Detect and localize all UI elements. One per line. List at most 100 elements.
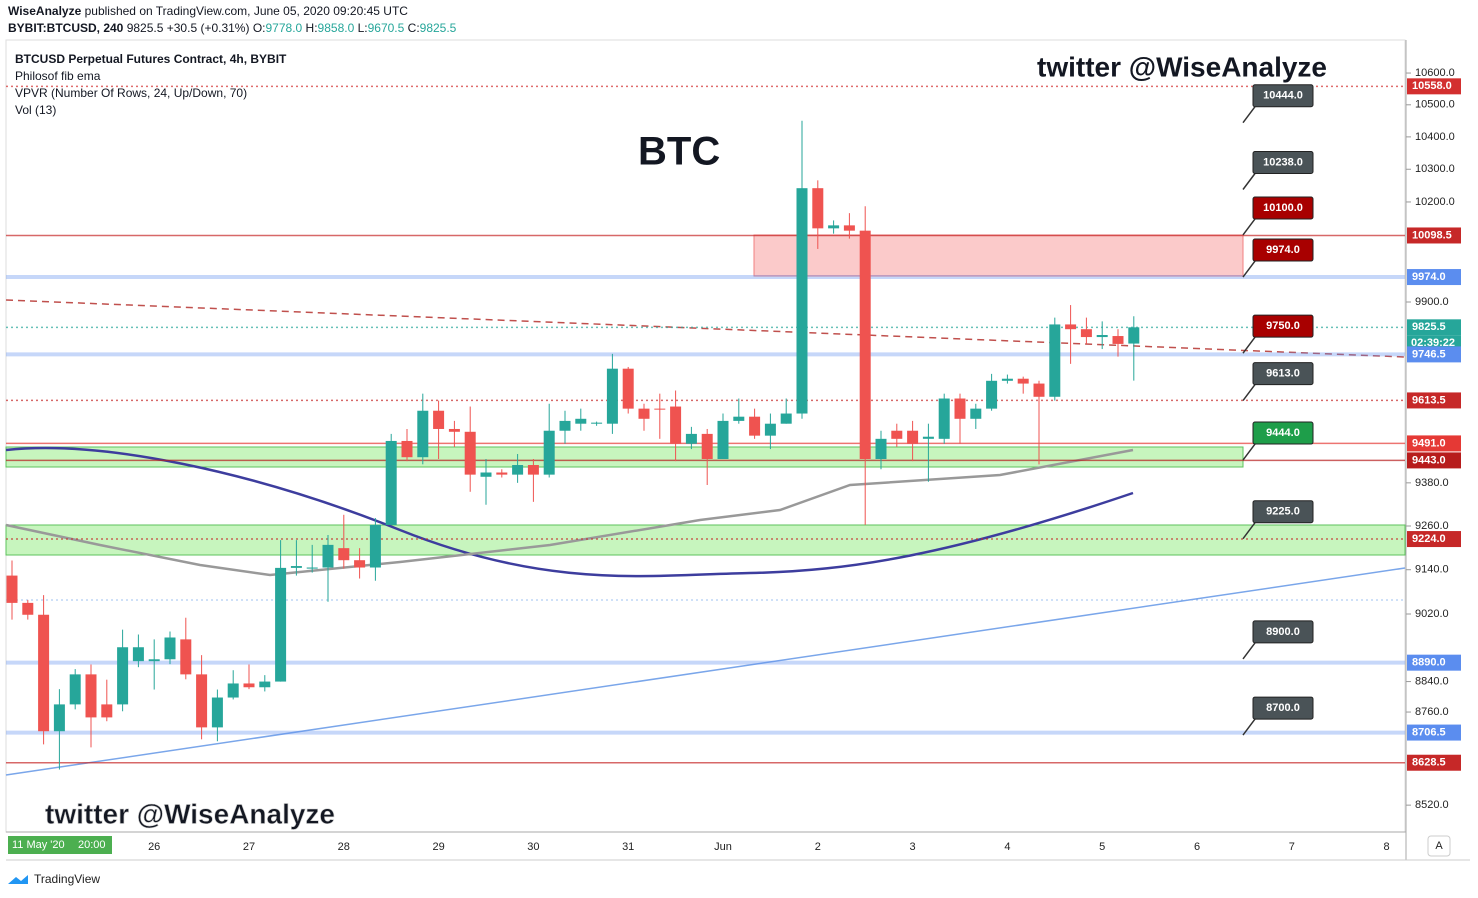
candle-body bbox=[243, 683, 255, 688]
callout-box bbox=[1252, 696, 1314, 720]
symbol-line: BYBIT:BTCUSD, 240 9825.5 +30.5 (+0.31%) … bbox=[8, 21, 457, 35]
y-tick-label: 10500.0 bbox=[1415, 99, 1455, 111]
candle-body bbox=[1065, 324, 1077, 330]
footer-brand: TradingView bbox=[34, 872, 100, 886]
callout-label: 9225.0 bbox=[1266, 506, 1300, 518]
header-line: WiseAnalyze published on TradingView.com… bbox=[8, 4, 408, 18]
auto-scale-button[interactable] bbox=[1427, 835, 1451, 857]
x-tick-label: 28 bbox=[338, 841, 350, 853]
candle-body bbox=[622, 368, 634, 409]
price-label: 10098.5 bbox=[1412, 229, 1452, 241]
y-tick-label: 10200.0 bbox=[1415, 196, 1455, 208]
y-tick-label: 9380.0 bbox=[1415, 477, 1449, 489]
callout-pointer bbox=[1242, 718, 1256, 736]
callout-pointer bbox=[1242, 384, 1256, 402]
candle-body bbox=[986, 380, 998, 409]
candle-body bbox=[338, 548, 350, 561]
callout-label: 8900.0 bbox=[1266, 626, 1300, 638]
price-label: 9613.5 bbox=[1412, 394, 1446, 406]
candle-body bbox=[1017, 378, 1029, 384]
candle-body bbox=[69, 674, 81, 705]
price-label: 9443.0 bbox=[1412, 454, 1446, 466]
callout-label: 10444.0 bbox=[1263, 90, 1303, 102]
callout-box bbox=[1252, 620, 1314, 644]
l-label: L: bbox=[358, 21, 368, 35]
callout-box bbox=[1252, 362, 1314, 386]
author: WiseAnalyze bbox=[8, 4, 82, 18]
candle-body bbox=[638, 408, 650, 419]
candle-body bbox=[1128, 327, 1140, 344]
candle-body bbox=[843, 225, 855, 231]
candle-body bbox=[227, 683, 239, 698]
h-label: H: bbox=[306, 21, 318, 35]
c: 9825.5 bbox=[420, 21, 457, 35]
candle-body bbox=[907, 430, 919, 444]
candle-body bbox=[369, 524, 381, 568]
callout-label: 9444.0 bbox=[1266, 427, 1300, 439]
o-label: O: bbox=[253, 21, 266, 35]
price-label-box bbox=[1407, 654, 1461, 671]
price-label-box bbox=[1407, 724, 1461, 741]
candle-body bbox=[290, 566, 302, 568]
candle-body bbox=[575, 418, 587, 424]
x-tick-label: 5 bbox=[1099, 841, 1105, 853]
candle-body bbox=[970, 408, 982, 419]
price-label-box bbox=[1407, 452, 1461, 469]
candle-body bbox=[433, 410, 445, 429]
x-tick-label: 4 bbox=[1004, 841, 1010, 853]
candle-body bbox=[275, 567, 287, 682]
ema-curve bbox=[5, 448, 1134, 577]
candle-body bbox=[385, 440, 397, 525]
x-tick-label: 6 bbox=[1194, 841, 1200, 853]
callout-pointer bbox=[1242, 260, 1256, 278]
callout-box bbox=[1252, 84, 1314, 108]
x-tick-label: Jun bbox=[714, 841, 732, 853]
candle-body bbox=[859, 230, 871, 459]
y-tick-label: 9020.0 bbox=[1415, 608, 1449, 620]
x-tick-label: 8 bbox=[1384, 841, 1390, 853]
candle-body bbox=[891, 430, 903, 439]
candle-body bbox=[780, 413, 792, 424]
callout-box bbox=[1252, 238, 1314, 262]
callout-pointer bbox=[1242, 443, 1256, 461]
candle-body bbox=[954, 398, 966, 419]
price-label: 10558.0 bbox=[1412, 80, 1452, 92]
x-tick-label: 26 bbox=[148, 841, 160, 853]
candle-body bbox=[464, 431, 476, 475]
marks: 10600.0 10500.0 10400.0 10300.0 10200.0 9900.… bbox=[6, 67, 1461, 853]
x-tick-label: 31 bbox=[622, 841, 634, 853]
candle-body bbox=[654, 408, 666, 410]
callout-label: 10100.0 bbox=[1263, 202, 1303, 214]
candle-body bbox=[701, 433, 713, 459]
trend-line bbox=[5, 567, 1406, 776]
price-label-box bbox=[1407, 269, 1461, 286]
candle-body bbox=[117, 647, 129, 705]
candle-body bbox=[1096, 335, 1108, 338]
crosshair-time-box bbox=[8, 836, 112, 854]
watermark: twitter @WiseAnalyze bbox=[45, 798, 335, 829]
price-label-box bbox=[1407, 346, 1461, 363]
callout-box bbox=[1252, 314, 1314, 338]
candle-body bbox=[132, 647, 144, 662]
callout-label: 10238.0 bbox=[1263, 156, 1303, 168]
y-tick-label: 9900.0 bbox=[1415, 296, 1449, 308]
o: 9778.0 bbox=[266, 21, 303, 35]
y-tick-label: 10600.0 bbox=[1415, 67, 1455, 79]
callout-label: 8700.0 bbox=[1266, 702, 1300, 714]
last: 9825.5 bbox=[127, 21, 164, 35]
candle-body bbox=[812, 188, 824, 229]
candle-body bbox=[685, 433, 697, 444]
y-tick-label: 8840.0 bbox=[1415, 675, 1449, 687]
published: published on TradingView.com, June 05, 2… bbox=[85, 4, 409, 18]
price-label: 9825.5 bbox=[1412, 321, 1446, 333]
candle-body bbox=[448, 428, 460, 432]
callout-pointer bbox=[1242, 173, 1256, 190]
candle-body bbox=[591, 422, 603, 424]
candle-body bbox=[196, 674, 208, 728]
price-label-box bbox=[1407, 392, 1461, 409]
callout-pointer bbox=[1242, 336, 1256, 354]
auto-scale-label[interactable]: A bbox=[1435, 840, 1443, 852]
callout-pointer bbox=[1242, 642, 1256, 660]
crosshair-label: 11 May '20 bbox=[12, 839, 65, 851]
